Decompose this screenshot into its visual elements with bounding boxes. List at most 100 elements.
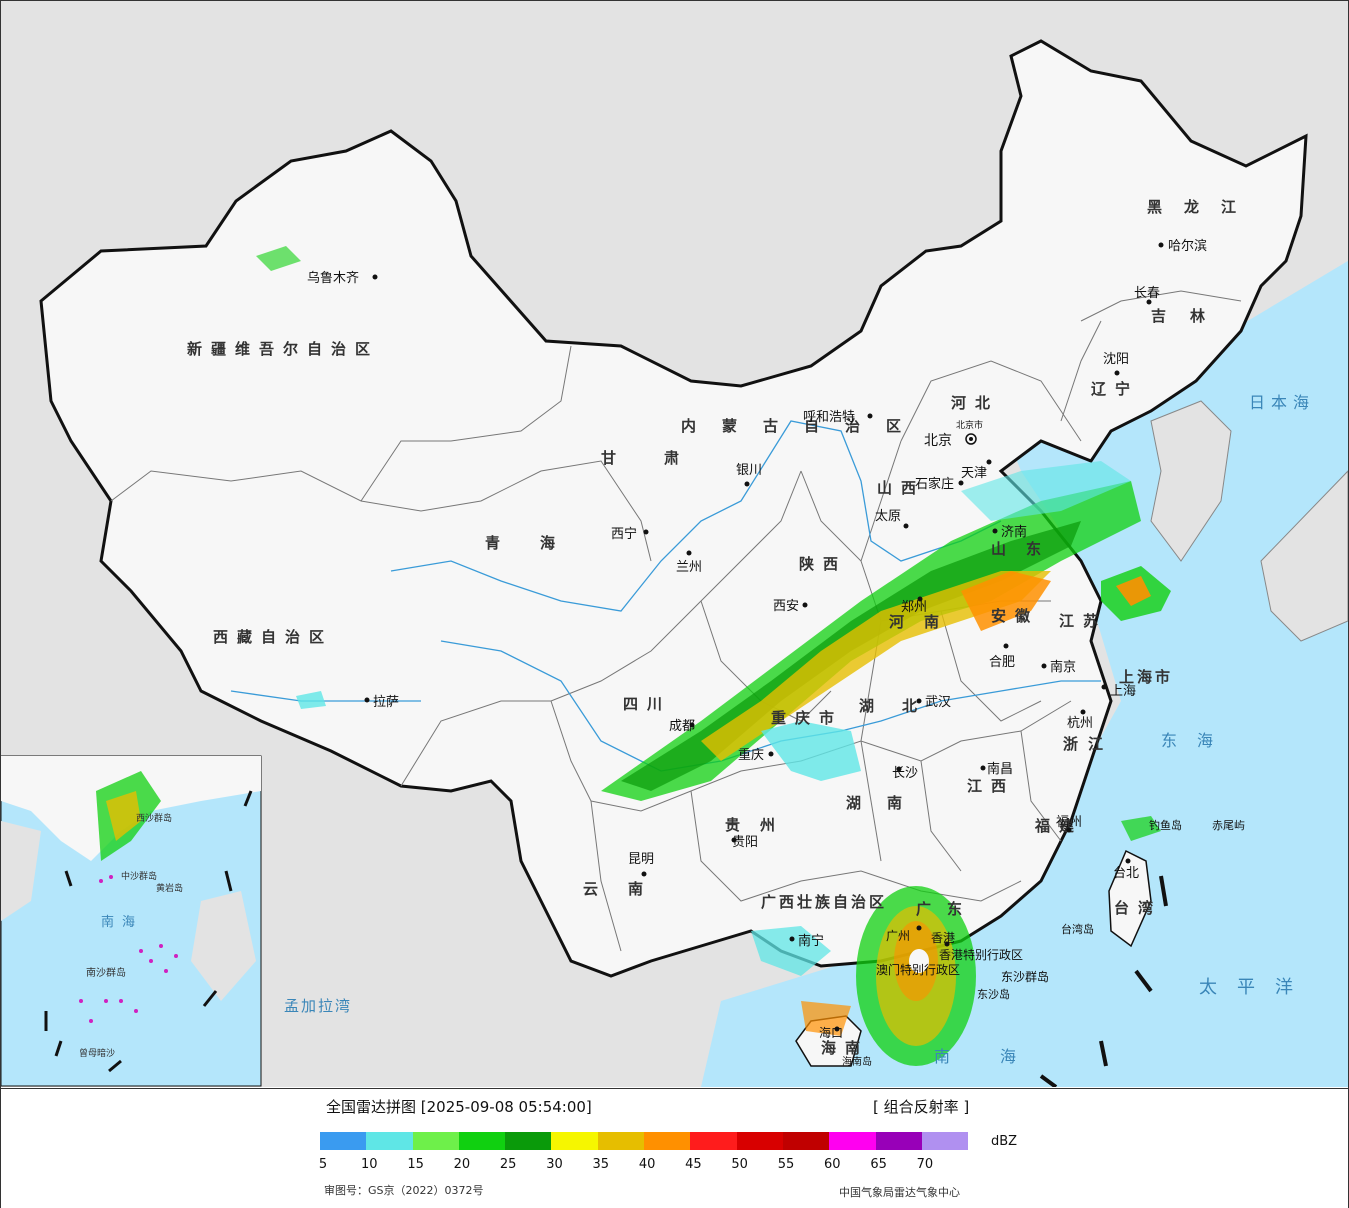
- province-label: 河北: [951, 394, 999, 412]
- inset-island-label: 曾母暗沙: [79, 1047, 115, 1059]
- province-label: 重庆市: [771, 709, 843, 727]
- city-marker: 郑州: [901, 596, 927, 615]
- scale-tick-label: 25: [499, 1157, 517, 1172]
- city-marker: 南京: [1041, 659, 1076, 675]
- island-label: 台湾岛: [1061, 922, 1094, 936]
- city-marker: 贵阳: [731, 835, 758, 850]
- city-label: 太原: [875, 509, 901, 524]
- agency-credit: 中国气象局雷达气象中心: [839, 1186, 960, 1199]
- scale-swatch: [690, 1132, 737, 1150]
- province-label: 江西: [967, 777, 1015, 795]
- scale-tick-label: 10: [361, 1157, 378, 1172]
- city-label: 西宁: [611, 526, 637, 542]
- province-label: 新疆维吾尔自治区: [187, 340, 379, 358]
- province-labels: 新疆维吾尔自治区 西藏自治区 青海 甘肃 四川 云南 贵州 湖南 湖北 河南 山…: [187, 198, 1258, 1057]
- scale-tick-label: 15: [407, 1157, 424, 1172]
- scale-tick-label: 45: [685, 1157, 702, 1172]
- scale-swatch: [412, 1132, 459, 1150]
- city-marker: 成都: [669, 719, 695, 734]
- city-marker: 南昌: [980, 761, 1013, 777]
- legend-footer: 全国雷达拼图 [2025-09-08 05:54:00] [ 组合反射率 ] d…: [1, 1088, 1348, 1208]
- sea-labels: 日本海 东海 太平洋 南海 孟加拉湾: [284, 393, 1315, 1066]
- radar-echoes: [256, 246, 1171, 1066]
- city-marker: 海口: [819, 1025, 843, 1040]
- city-label: 天津: [961, 466, 987, 481]
- scale-tick-label: 70: [916, 1157, 934, 1172]
- city-marker: 天津: [961, 459, 992, 481]
- province-label: 江苏: [1059, 612, 1107, 630]
- scale-swatch: [551, 1132, 598, 1150]
- island-label: 赤尾屿: [1212, 819, 1245, 832]
- city-label: 成都: [669, 719, 695, 734]
- city-label: 上海: [1110, 684, 1136, 699]
- scale-tick-label: 40: [638, 1157, 656, 1172]
- province-label: 甘肃: [601, 449, 727, 467]
- mosaic-title: 全国雷达拼图 [2025-09-08 05:54:00]: [326, 1098, 592, 1116]
- color-scale: [320, 1132, 969, 1150]
- province-label: 吉林: [1151, 307, 1229, 325]
- inset-island-label: 中沙群岛: [121, 870, 157, 882]
- city-marker: 南宁: [789, 933, 824, 949]
- city-label: 拉萨: [373, 695, 399, 710]
- sea-label: 东海: [1161, 731, 1233, 750]
- city-label: 石家庄: [915, 476, 954, 492]
- city-marker: 长春: [1134, 286, 1160, 305]
- province-label: 黑龙江: [1147, 198, 1258, 216]
- city-label: 长沙: [892, 766, 918, 781]
- city-marker: 乌鲁木齐: [307, 270, 378, 286]
- sea-label: 南海: [934, 1047, 1066, 1066]
- scale-tick-label: 60: [824, 1157, 841, 1172]
- city-marker: 石家庄: [915, 476, 964, 492]
- scale-swatch: [366, 1132, 413, 1150]
- city-label: 西安: [773, 599, 799, 614]
- inset-island-label: 西沙群岛: [136, 812, 172, 824]
- scale-swatch: [320, 1132, 367, 1150]
- scale-tick-label: 35: [592, 1157, 610, 1172]
- city-marker: 武汉: [916, 695, 951, 710]
- city-marker: 沈阳: [1103, 352, 1129, 376]
- city-label: 台北: [1113, 866, 1139, 881]
- city-marker: 香港: [931, 931, 955, 947]
- province-label: 台湾: [1114, 899, 1162, 917]
- city-marker: 北京: [924, 433, 977, 449]
- province-label: 广西壮族自治区: [761, 893, 887, 911]
- scale-swatch: [505, 1132, 552, 1150]
- city-marker: 重庆: [738, 747, 774, 763]
- sea-label: 日本海: [1249, 393, 1315, 412]
- city-label: 香港: [931, 931, 955, 945]
- city-label: 合肥: [989, 655, 1015, 670]
- city-label: 杭州: [1067, 716, 1093, 731]
- city-label: 贵阳: [732, 835, 758, 850]
- inset-sea-label: 南海: [101, 914, 143, 930]
- china-radar-map: 南海 中沙群岛 黄岩岛 西沙群岛 南沙群岛 曾母暗沙 新疆维吾尔自治区 西藏自治…: [1, 1, 1348, 1087]
- city-marker: 昆明: [628, 852, 654, 877]
- city-marker: 呼和浩特: [803, 410, 873, 425]
- city-label: 乌鲁木齐: [307, 270, 359, 286]
- city-marker: 兰州: [676, 550, 702, 575]
- unit-label: dBZ: [991, 1134, 1018, 1149]
- scale-swatch: [644, 1132, 691, 1150]
- sea-label: 孟加拉湾: [284, 997, 352, 1015]
- china-land: [39, 39, 1308, 978]
- island-label: 海南岛: [842, 1055, 872, 1068]
- sea-label: 太平洋: [1199, 977, 1313, 998]
- island-label: 东沙群岛: [1001, 969, 1049, 984]
- south-china-sea-inset: 南海 中沙群岛 黄岩岛 西沙群岛 南沙群岛 曾母暗沙: [1, 755, 262, 1087]
- scale-swatch: [875, 1132, 922, 1150]
- scale-tick-label: 65: [870, 1157, 887, 1172]
- city-label: 海口: [819, 1025, 843, 1040]
- island-label: 钓鱼岛: [1149, 818, 1182, 832]
- city-label: 呼和浩特: [803, 410, 855, 425]
- city-marker: 西安: [773, 599, 808, 614]
- scale-swatch: [782, 1132, 830, 1150]
- province-label: 浙江: [1063, 735, 1113, 753]
- city-label: 银川: [736, 463, 762, 478]
- city-label: 沈阳: [1103, 352, 1129, 367]
- scale-tick-label: 55: [777, 1157, 795, 1172]
- city-label: 北京: [924, 433, 952, 449]
- province-label: 海南: [821, 1039, 869, 1057]
- city-marker: 银川: [736, 463, 762, 487]
- city-label: 福州: [1056, 815, 1082, 830]
- city-marker: 上海: [1101, 684, 1136, 699]
